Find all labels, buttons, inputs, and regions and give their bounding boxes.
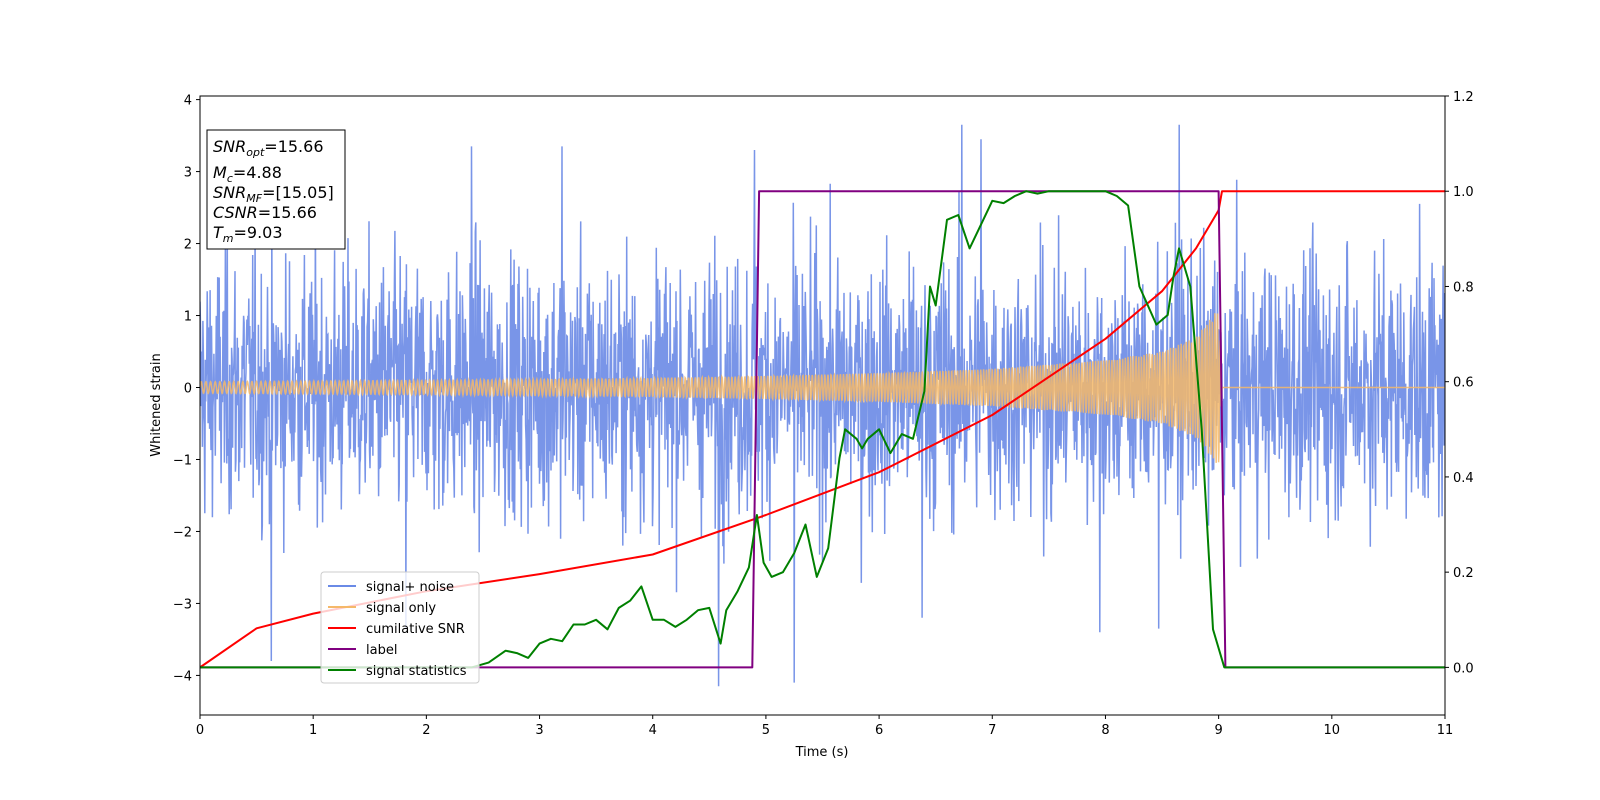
info-box: SNRopt=15.66 Mc=4.88SNRMF=[15.05]CSNR=15.… [206, 129, 346, 250]
y-right-tick-label: 0.0 [1453, 661, 1474, 676]
x-axis: 0 1 2 3 4 5 6 7 8 9 10 11 [196, 715, 1453, 738]
x-tick-label: 9 [1214, 723, 1222, 738]
legend-label: signal only [366, 601, 436, 616]
y-axis-left: −4 −3 −2 −1 0 1 2 3 4 [173, 94, 200, 684]
y-left-tick-label: 1 [184, 310, 192, 325]
x-tick-label: 8 [1101, 723, 1109, 738]
y-right-tick-label: 1.0 [1453, 185, 1474, 200]
x-tick-label: 3 [535, 723, 543, 738]
legend-label: label [366, 643, 397, 658]
info-box-line: Tm=9.03 [213, 223, 283, 245]
series-signal-statistics [200, 190, 1445, 669]
x-axis-label: Time (s) [795, 745, 849, 760]
x-tick-label: 11 [1437, 723, 1454, 738]
y-left-tick-label: −2 [173, 525, 192, 540]
legend-label: cumilative SNR [366, 622, 465, 637]
y-left-tick-label: 2 [184, 238, 192, 253]
info-box-line: CSNR=15.66 [213, 203, 317, 222]
x-tick-label: 10 [1324, 723, 1341, 738]
y-right-tick-label: 0.8 [1453, 280, 1474, 295]
y-right-tick-label: 0.4 [1453, 471, 1474, 486]
y-axis-right: 0.0 0.2 0.4 0.6 0.8 1.0 1.2 [1445, 90, 1474, 676]
x-tick-label: 6 [875, 723, 883, 738]
y-left-tick-label: −4 [173, 669, 192, 684]
y-right-tick-label: 1.2 [1453, 90, 1474, 105]
legend: signal+ noise signal only cumilative SNR la… [320, 571, 480, 684]
signal-statistics-line [200, 190, 1445, 669]
y-right-tick-label: 0.6 [1453, 376, 1474, 391]
axes-frame [199, 95, 1446, 716]
x-tick-label: 5 [762, 723, 770, 738]
x-tick-label: 7 [988, 723, 996, 738]
x-tick-label: 4 [649, 723, 657, 738]
info-box-line: Mc=4.88 [213, 163, 282, 185]
legend-frame [320, 571, 480, 684]
x-tick-label: 2 [422, 723, 430, 738]
x-tick-label: 1 [309, 723, 317, 738]
legend-label: signal statistics [366, 664, 467, 679]
legend-label: signal+ noise [366, 580, 454, 595]
info-box-line: SNRopt=15.66 [213, 137, 324, 159]
y-axis-label: Whitened strain [149, 353, 164, 456]
y-left-tick-label: 4 [184, 94, 192, 109]
x-tick-label: 0 [196, 723, 204, 738]
info-box-frame [206, 129, 346, 250]
y-left-tick-label: −1 [173, 453, 192, 468]
y-left-tick-label: 0 [184, 382, 192, 397]
info-box-line: SNRMF=[15.05] [213, 183, 334, 205]
y-left-tick-label: 3 [184, 166, 192, 181]
y-left-tick-label: −3 [173, 597, 192, 612]
y-right-tick-label: 0.2 [1453, 566, 1474, 581]
